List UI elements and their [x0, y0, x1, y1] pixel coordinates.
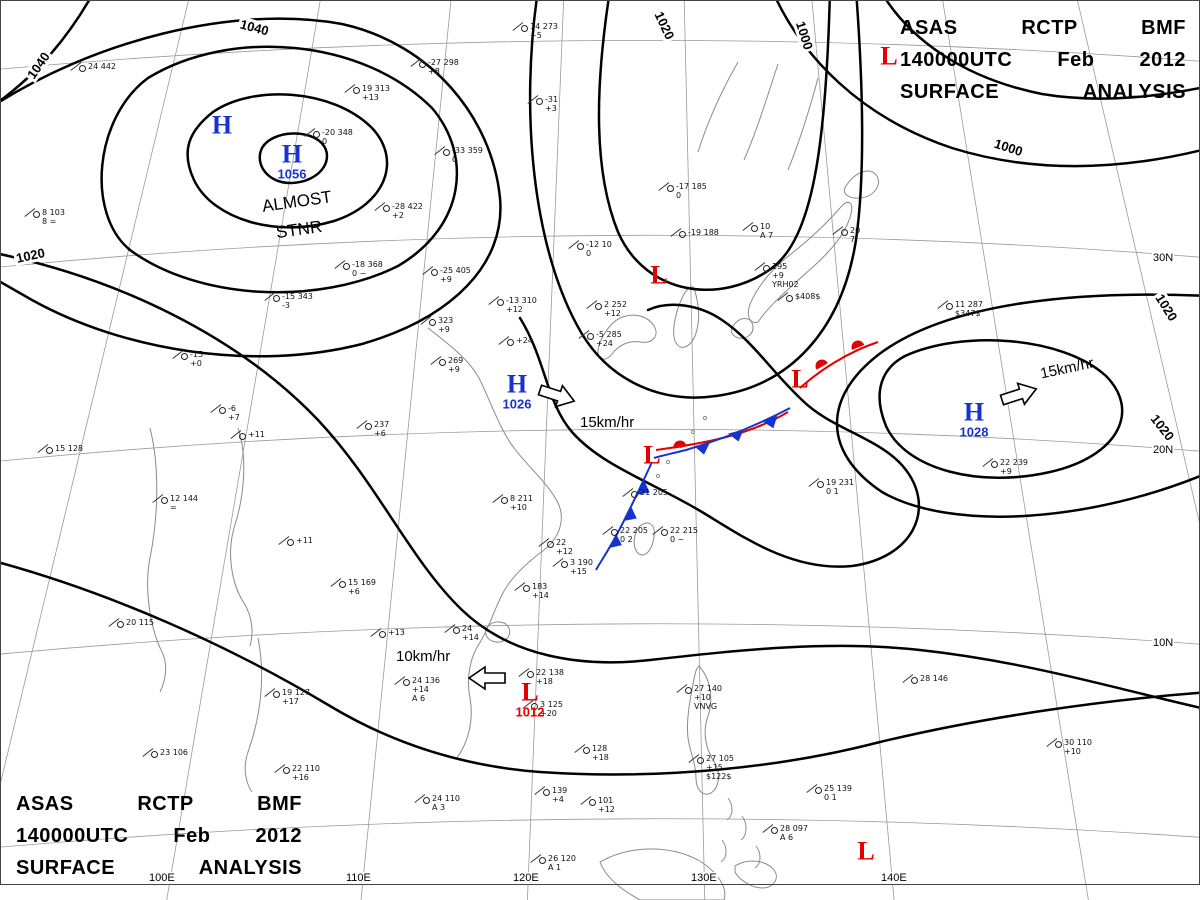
movement-arrow [467, 665, 506, 691]
warm-front-pip [673, 440, 687, 449]
product-name: ASAS RCTP BMF [16, 793, 302, 815]
title-block-bottom: ASAS RCTP BMF 140000UTC Feb 2012 SURFACE… [16, 788, 302, 884]
cold-front-triangle [623, 506, 637, 521]
isobar-layer [0, 0, 1200, 776]
chart-type: SURFACE ANALYSIS [16, 857, 302, 879]
front-layer [595, 340, 879, 571]
title-block-top: ASAS RCTP BMF 140000UTC Feb 2012 SURFACE… [900, 12, 1186, 108]
coastline-layer [147, 61, 879, 900]
cold-front-triangle [728, 429, 744, 442]
cold-front-triangle [609, 533, 622, 549]
valid-time: 140000UTC Feb 2012 [16, 825, 302, 847]
movement-arrow [999, 382, 1038, 406]
movement-arrow [537, 384, 576, 408]
cold-front-triangle [636, 480, 650, 495]
cold-front-triangle [694, 442, 710, 455]
movement-arrow-layer [467, 382, 1038, 691]
cold-front-triangle [762, 415, 778, 429]
product-name: ASAS RCTP BMF [900, 17, 1186, 39]
chart-type: SURFACE ANALYSIS [900, 81, 1186, 103]
warm-front-pip [815, 359, 828, 370]
warm-front-pip [851, 340, 865, 350]
valid-time: 140000UTC Feb 2012 [900, 49, 1186, 71]
